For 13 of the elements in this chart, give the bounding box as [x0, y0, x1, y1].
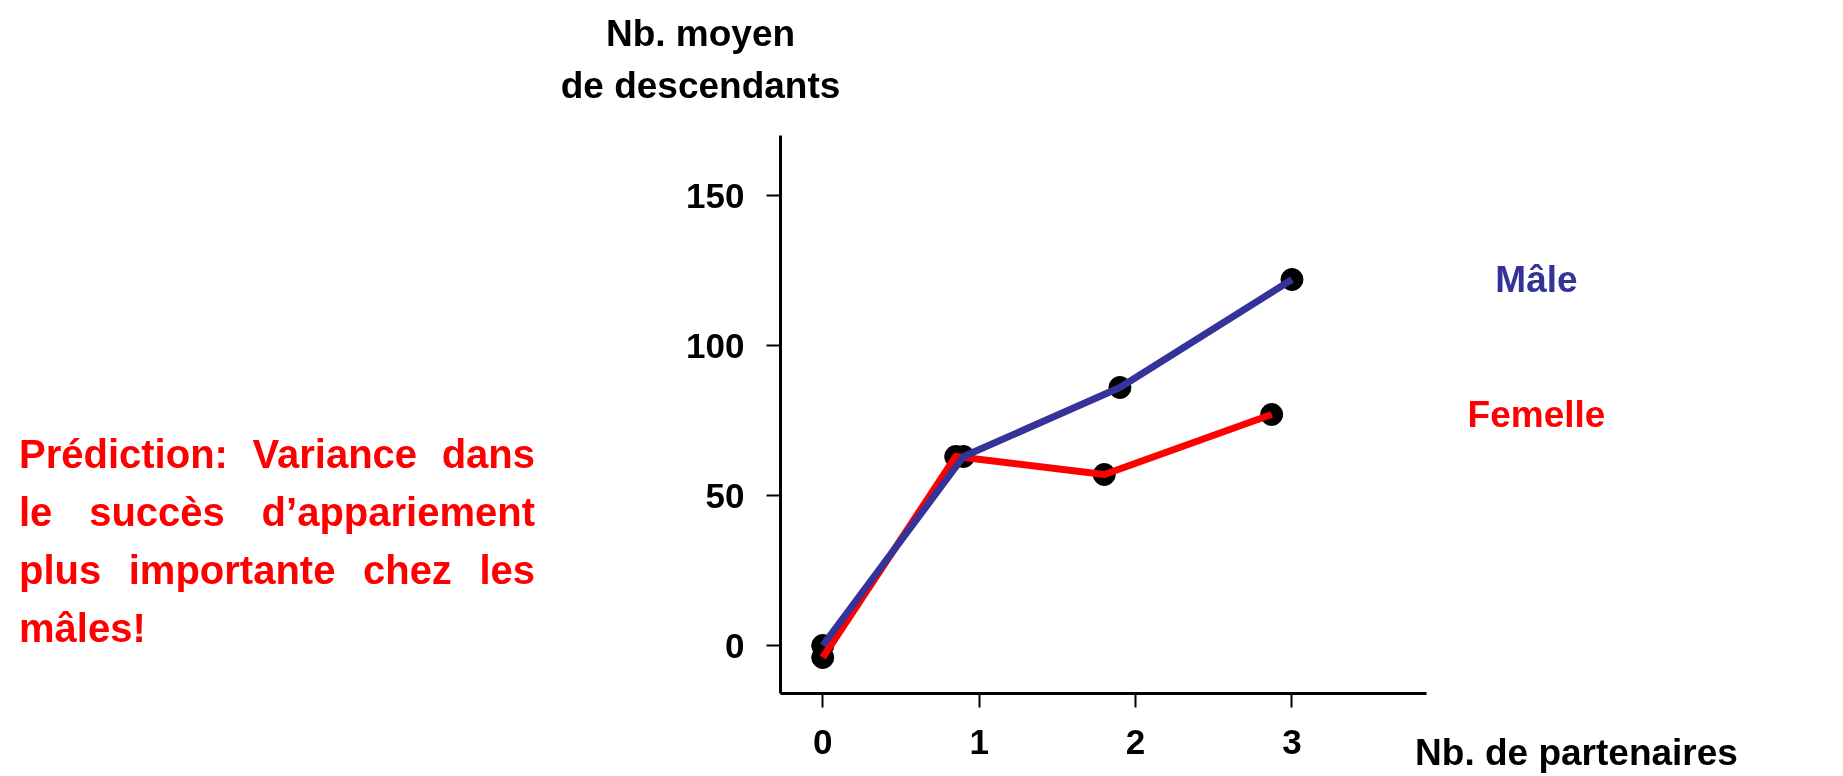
text: Prédiction: Variance dans le succès d’appariement plus importante chez les mâles!: [19, 431, 535, 652]
x-tick-label: 2: [1125, 721, 1146, 761]
x-tick-label: 3: [1282, 721, 1302, 761]
x-axis-title: Nb. de partenaires: [1415, 732, 1738, 773]
text: Mâle: [1495, 259, 1578, 300]
y-tick-label: 50: [705, 475, 745, 515]
y-tick-label: 100: [686, 325, 745, 365]
y-axis-title: Nb. moyen de descendants: [560, 13, 841, 106]
x-tick-label: 0: [813, 721, 833, 761]
x-tick-label: 1: [969, 721, 989, 761]
y-tick-label: 150: [686, 175, 745, 215]
text: Femelle: [1467, 394, 1606, 435]
y-tick-label: 0: [725, 625, 745, 665]
